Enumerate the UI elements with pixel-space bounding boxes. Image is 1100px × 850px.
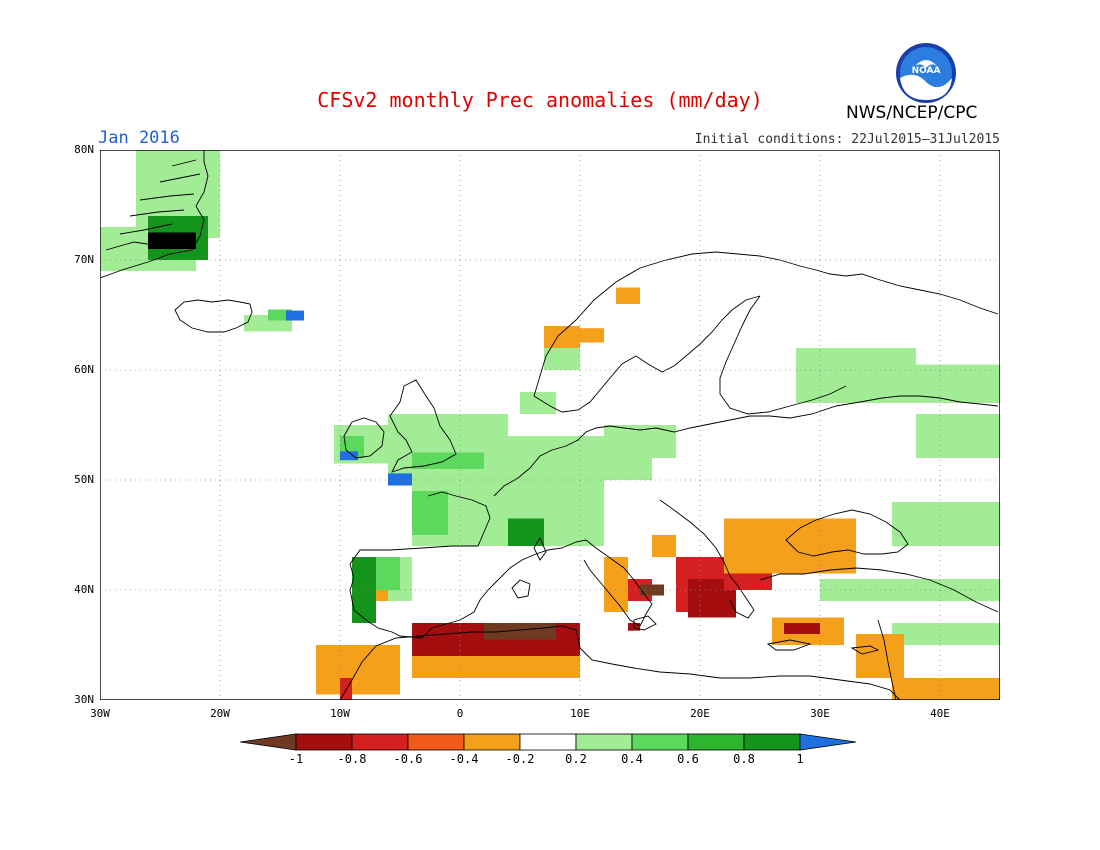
colorbar-swatch [575,733,633,751]
colorbar-label: -0.4 [449,752,479,766]
initial-conditions-label: Initial conditions: 22Jul2015–31Jul2015 [694,132,1000,147]
anomaly-cell [916,414,1000,458]
agency-label: NWS/NCEP/CPC [846,103,978,123]
anomaly-cell [412,491,448,535]
colorbar-label: 1 [796,752,804,766]
anomaly-cell [148,232,196,249]
colorbar-label: -0.2 [505,752,535,766]
anomaly-cell [268,309,292,321]
anomaly-cell [604,557,628,612]
anomaly-cell [286,310,304,321]
noaa-logo-text: NOAA [912,66,941,76]
longitude-label: 30W [90,707,110,720]
longitude-label: 20W [210,707,230,720]
anomaly-cell [892,678,1000,700]
anomaly-cell [892,502,1000,546]
colorbar [240,733,857,751]
anomaly-cell [724,518,856,574]
latitude-label: 40N [74,583,94,596]
anomaly-cell [376,557,400,590]
colorbar-swatch [407,733,465,751]
valid-month-label: Jan 2016 [98,128,180,148]
anomaly-cell [604,425,676,458]
longitude-label: 10E [570,707,590,720]
anomaly-cell [520,392,556,414]
colorbar-label: 0.6 [677,752,699,766]
colorbar-label: 0.2 [565,752,587,766]
latitude-label: 70N [74,253,94,266]
anomaly-cell [340,451,358,461]
anomaly-cell [580,328,604,343]
colorbar-swatch [687,733,745,751]
colorbar-label: 0.8 [733,752,755,766]
colorbar-swatch [351,733,409,751]
longitude-label: 0 [456,707,464,720]
anomaly-cell [892,623,1000,645]
europe-anomaly-map [100,150,1000,700]
latitude-label: 60N [74,363,94,376]
colorbar-swatch [743,733,801,751]
latitude-label: 30N [74,693,94,706]
anomaly-cell [484,623,556,640]
anomaly-cell [508,518,544,546]
noaa-logo: NOAA [896,43,956,103]
longitude-label: 30E [810,707,830,720]
longitude-label: 20E [690,707,710,720]
anomaly-cell [544,348,580,370]
anomaly-cell [616,287,640,304]
anomaly-cell [724,573,772,590]
colorbar-swatch [799,733,857,751]
anomaly-cell [640,584,664,596]
colorbar-label: -1 [288,752,304,766]
anomaly-cell [856,634,904,678]
longitude-label: 40E [930,707,950,720]
latitude-label: 80N [74,143,94,156]
chart-title: CFSv2 monthly Prec anomalies (mm/day) [317,88,763,112]
colorbar-label: -0.8 [337,752,367,766]
coastlines [100,150,999,700]
anomaly-cell [544,326,580,348]
colorbar-swatch [519,733,577,751]
colorbar-swatch [240,733,297,751]
anomaly-cell [784,623,820,634]
anomaly-cell [388,473,412,486]
anomaly-cell [652,535,676,557]
colorbar-swatch [295,733,353,751]
colorbar-label: -0.6 [393,752,423,766]
colorbar-swatch [631,733,689,751]
colorbar-label: 0.4 [621,752,643,766]
latitude-label: 50N [74,473,94,486]
colorbar-swatch [463,733,521,751]
map-gridlines [100,150,1000,700]
longitude-label: 10W [330,707,350,720]
